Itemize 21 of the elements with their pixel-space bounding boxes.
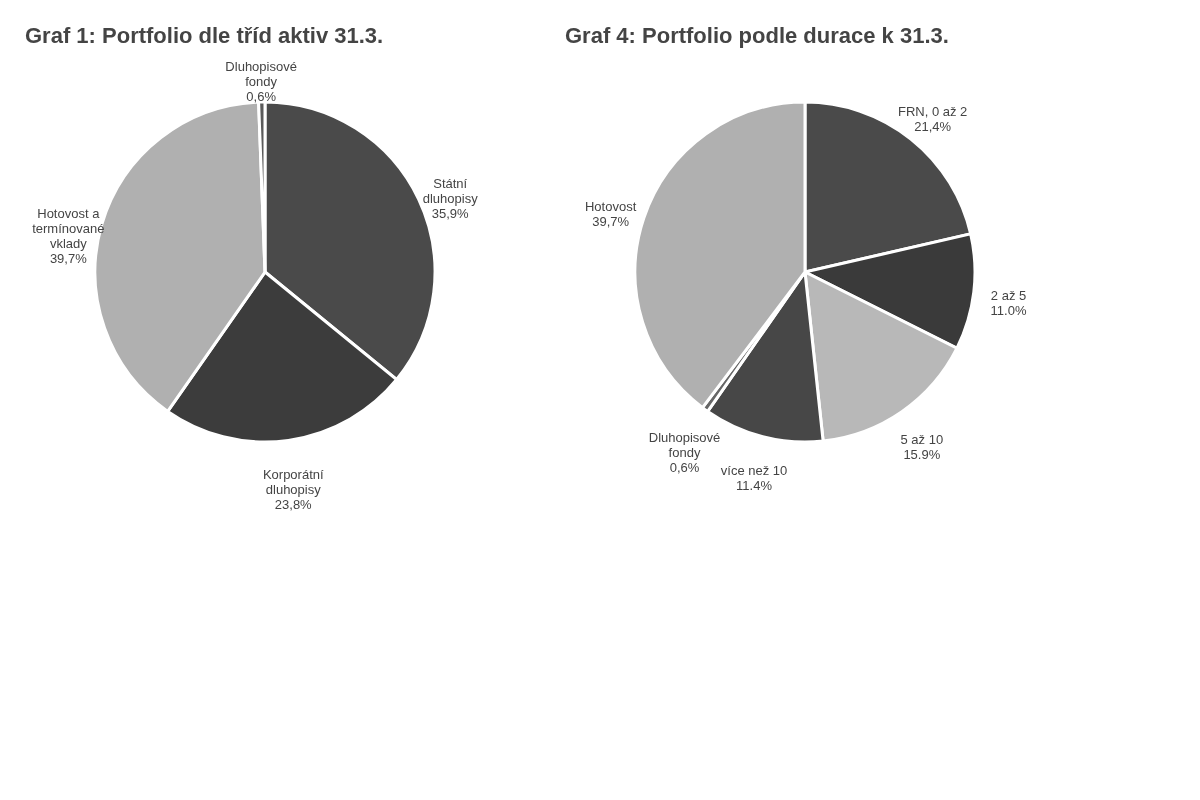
data-label: 35,9% [431, 206, 470, 222]
slice-label: Hotovost a termínované vklady [32, 206, 105, 252]
data-label: 0,6% [246, 89, 277, 105]
slice-label: FRN, 0 až 2 [897, 103, 968, 119]
slice-label: Hotovost [584, 198, 637, 214]
chart-title: Graf 1: Portfolio dle tříd aktiv 31.3. [25, 23, 384, 48]
data-label: 21,4% [914, 118, 952, 134]
slice-label: 5 až 10 [900, 432, 944, 448]
data-label: 0,6% [669, 459, 700, 475]
data-label: 23,8% [274, 497, 313, 513]
data-label: 11.4% [736, 477, 773, 493]
slice-label: Státní dluhopisy [422, 176, 479, 207]
slice-label: Dluhopisové fondy [225, 59, 297, 90]
data-label: 39,7% [592, 213, 630, 229]
data-label: 11.0% [990, 303, 1027, 319]
data-label: 15.9% [903, 447, 941, 463]
slice-label: více než 10 [720, 462, 788, 478]
data-label: 39,7% [49, 251, 88, 267]
slice-label: 2 až 5 [990, 288, 1027, 304]
chart-title: Graf 4: Portfolio podle durace k 31.3. [565, 23, 949, 48]
slice-label: Korporátní dluhopisy [262, 467, 324, 498]
